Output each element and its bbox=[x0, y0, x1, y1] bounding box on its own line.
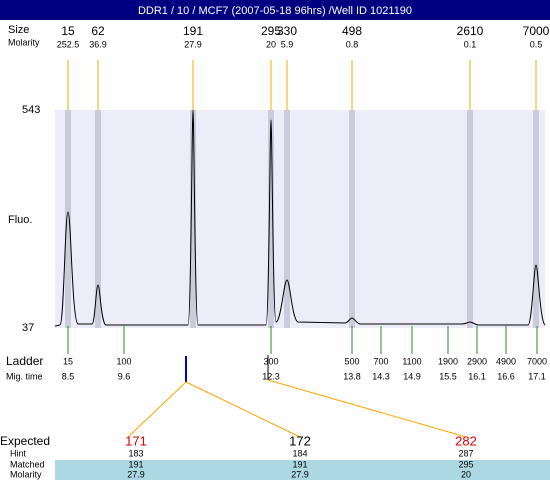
row-label: Expected bbox=[0, 434, 50, 448]
peak-band bbox=[533, 110, 539, 328]
link bbox=[127, 381, 187, 438]
expected: 171 bbox=[125, 433, 147, 448]
hint: 184 bbox=[292, 448, 307, 458]
ladder-size: 700 bbox=[373, 356, 388, 366]
y-top: 543 bbox=[22, 104, 40, 116]
plot-area bbox=[55, 110, 545, 328]
ladder-time: 14.3 bbox=[372, 371, 390, 381]
peak-molarity: 0.1 bbox=[464, 39, 477, 49]
link bbox=[267, 379, 467, 438]
expected: 172 bbox=[289, 433, 311, 448]
peak-band bbox=[65, 110, 71, 328]
peak-molarity: 36.9 bbox=[89, 39, 107, 49]
time-label: Mig. time bbox=[6, 371, 43, 381]
peak-molarity: 252.5 bbox=[57, 39, 80, 49]
ladder-time: 16.6 bbox=[497, 371, 515, 381]
peak-size: 15 bbox=[61, 24, 75, 38]
ladder-time: 17.1 bbox=[528, 371, 546, 381]
ladder-time: 16.1 bbox=[468, 371, 486, 381]
peak-size: 2610 bbox=[457, 24, 484, 38]
peak-size: 330 bbox=[277, 24, 297, 38]
expected: 282 bbox=[455, 433, 477, 448]
matched: 295 bbox=[458, 459, 473, 469]
title-bar bbox=[0, 0, 550, 20]
matched: 191 bbox=[128, 459, 143, 469]
ladder-time: 14.9 bbox=[403, 371, 421, 381]
link bbox=[185, 381, 301, 438]
molarity: 20 bbox=[461, 469, 471, 479]
peak-band bbox=[95, 110, 101, 328]
ladder-size: 4900 bbox=[496, 356, 516, 366]
ladder-size: 500 bbox=[344, 356, 359, 366]
ladder-time: 9.6 bbox=[118, 371, 131, 381]
ladder-label: Ladder bbox=[6, 354, 43, 368]
row-label: Matched bbox=[10, 459, 45, 469]
y-bottom: 37 bbox=[22, 322, 34, 334]
table-highlight bbox=[55, 460, 550, 480]
peak-band bbox=[268, 110, 274, 328]
size-label: Size bbox=[8, 24, 29, 36]
ladder-size: 100 bbox=[116, 356, 131, 366]
row-label: Hint bbox=[10, 448, 27, 458]
hint: 287 bbox=[458, 448, 473, 458]
molarity: 27.9 bbox=[127, 469, 145, 479]
peak-molarity: 0.8 bbox=[346, 39, 359, 49]
peak-size: 62 bbox=[91, 24, 105, 38]
ladder-time: 12.3 bbox=[262, 371, 280, 381]
ladder-size: 1900 bbox=[438, 356, 458, 366]
peak-size: 7000 bbox=[523, 24, 550, 38]
ladder-time: 13.8 bbox=[343, 371, 361, 381]
ladder-size: 300 bbox=[263, 356, 278, 366]
peak-molarity: 20 bbox=[266, 39, 276, 49]
peak-size: 295 bbox=[261, 24, 281, 38]
peak-molarity: 0.5 bbox=[530, 39, 543, 49]
hint: 183 bbox=[128, 448, 143, 458]
peak-band bbox=[284, 110, 290, 328]
ladder-time: 15.5 bbox=[439, 371, 457, 381]
matched: 191 bbox=[292, 459, 307, 469]
ladder-size: 7000 bbox=[527, 356, 547, 366]
ladder-size: 15 bbox=[63, 356, 73, 366]
row-label: Molarity bbox=[10, 469, 42, 479]
y-label: Fluo. bbox=[8, 214, 32, 226]
peak-band bbox=[349, 110, 355, 328]
molarity-label: Molarity bbox=[8, 37, 40, 47]
peak-molarity: 27.9 bbox=[184, 39, 202, 49]
peak-size: 498 bbox=[342, 24, 362, 38]
molarity: 27.9 bbox=[291, 469, 309, 479]
peak-band bbox=[190, 110, 196, 328]
peak-band bbox=[467, 110, 473, 328]
peak-size: 191 bbox=[183, 24, 203, 38]
trace bbox=[54, 109, 546, 327]
ladder-time: 8.5 bbox=[62, 371, 75, 381]
ladder-size: 2900 bbox=[467, 356, 487, 366]
title: DDR1 / 10 / MCF7 (2007-05-18 96hrs) /Wel… bbox=[138, 5, 412, 17]
ladder-size: 1100 bbox=[402, 356, 421, 366]
peak-molarity: 5.9 bbox=[281, 39, 294, 49]
